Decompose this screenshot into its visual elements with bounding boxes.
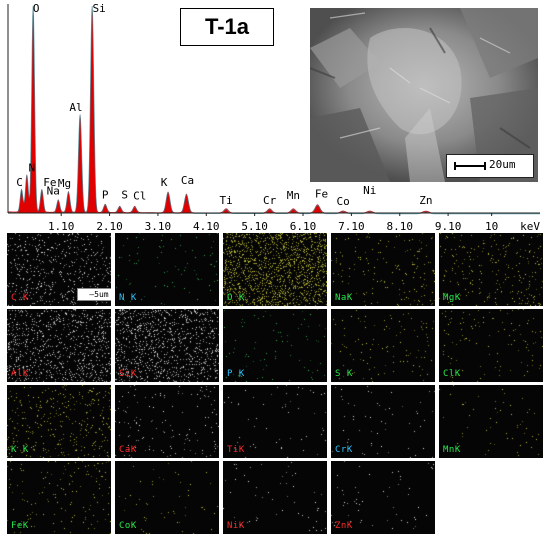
element-map-label: FeK xyxy=(11,521,29,531)
element-map-dots xyxy=(223,233,327,306)
peak-label: S xyxy=(121,189,128,202)
element-map-tile: CaK xyxy=(115,385,219,458)
element-map-tile: ClK xyxy=(439,309,543,382)
x-tick-label: 2.10 xyxy=(96,220,123,232)
peak-label: Si xyxy=(93,2,106,15)
element-map-label: NiK xyxy=(227,521,245,531)
x-tick-label: 4.10 xyxy=(193,220,220,232)
peak-label: Cl xyxy=(133,190,146,203)
element-map-dots xyxy=(115,233,219,306)
sem-scale-line xyxy=(454,162,486,170)
peak-label: Al xyxy=(69,101,82,114)
x-tick-label: 1.10 xyxy=(48,220,75,232)
element-map-tile: K K xyxy=(7,385,111,458)
element-map-label: NaK xyxy=(335,293,353,303)
sem-scale-label: 20um xyxy=(489,158,516,171)
element-map-label: K K xyxy=(11,445,29,455)
x-tick-label: 5.10 xyxy=(241,220,268,232)
x-tick-label: 6.10 xyxy=(290,220,317,232)
element-map-tile: MnK xyxy=(439,385,543,458)
map-scale-bar: —5um xyxy=(77,288,111,301)
eds-spectrum-chart: 1.10 2.10 3.10 4.10 5.10 6.10 7.10 8.10 9.10 10 ke… xyxy=(7,2,540,232)
elemental-map-grid: C K —5um N K O K NaK MgK AlK SiK P K S K ClK K K CaK… xyxy=(7,233,543,534)
element-map-label: ClK xyxy=(443,369,461,379)
x-tick-label: 7.10 xyxy=(338,220,365,232)
element-map-label: SiK xyxy=(119,369,137,379)
element-map-tile: TiK xyxy=(223,385,327,458)
element-map-dots xyxy=(7,309,111,382)
peak-label: Zn xyxy=(419,194,432,207)
x-axis-label: keV xyxy=(520,220,540,232)
sem-texture xyxy=(310,8,538,182)
element-map-dots xyxy=(223,385,327,458)
peak-label: C xyxy=(16,176,23,189)
element-map-tile: CoK xyxy=(115,461,219,534)
element-map-label: S K xyxy=(335,369,353,379)
element-map-label: O K xyxy=(227,293,245,303)
x-tick-label: 10 xyxy=(485,220,498,232)
element-map-dots xyxy=(115,461,219,534)
element-map-label: CoK xyxy=(119,521,137,531)
peak-label: K xyxy=(161,176,168,189)
x-tick-label: 9.10 xyxy=(435,220,462,232)
element-map-label: MgK xyxy=(443,293,461,303)
element-map-label: CrK xyxy=(335,445,353,455)
peak-label: Fe xyxy=(315,188,328,201)
element-map-label: C K xyxy=(11,293,29,303)
peak-label: N xyxy=(29,161,36,174)
element-map-tile: O K xyxy=(223,233,327,306)
element-map-dots xyxy=(223,461,327,534)
element-map-tile: P K xyxy=(223,309,327,382)
peak-label: Ti xyxy=(219,194,232,207)
peak-label: Ca xyxy=(181,174,194,187)
element-map-tile: SiK xyxy=(115,309,219,382)
element-map-dots xyxy=(331,233,435,306)
element-map-tile: CrK xyxy=(331,385,435,458)
element-map-tile: NaK xyxy=(331,233,435,306)
element-map-label: TiK xyxy=(227,445,245,455)
element-map-dots xyxy=(115,309,219,382)
x-tick-label: 8.10 xyxy=(386,220,413,232)
element-map-tile: S K xyxy=(331,309,435,382)
element-map-label: P K xyxy=(227,369,245,379)
element-map-dots xyxy=(331,385,435,458)
element-map-tile: C K —5um xyxy=(7,233,111,306)
sem-micrograph: 20um xyxy=(310,8,538,182)
element-map-dots xyxy=(115,385,219,458)
element-map-label: N K xyxy=(119,293,137,303)
element-map-dots xyxy=(439,309,543,382)
sample-title: T-1a xyxy=(180,8,274,46)
element-map-dots xyxy=(439,385,543,458)
element-map-dots xyxy=(331,309,435,382)
peak-label: P xyxy=(102,189,109,202)
peak-label: Mn xyxy=(287,189,300,202)
element-map-tile: MgK xyxy=(439,233,543,306)
element-map-tile: NiK xyxy=(223,461,327,534)
peak-label: Na xyxy=(47,184,60,197)
peak-label: Co xyxy=(337,195,350,208)
sem-scale-bar: 20um xyxy=(446,154,534,178)
element-map-label: CaK xyxy=(119,445,137,455)
element-map-label: ZnK xyxy=(335,521,353,531)
element-map-tile: FeK xyxy=(7,461,111,534)
element-map-label: AlK xyxy=(11,369,29,379)
peak-label: Mg xyxy=(58,177,71,190)
element-map-tile: AlK xyxy=(7,309,111,382)
element-map-dots xyxy=(331,461,435,534)
peak-label: O xyxy=(33,2,40,15)
element-map-dots xyxy=(7,385,111,458)
peak-label: Fe xyxy=(43,176,56,189)
element-map-dots xyxy=(223,309,327,382)
element-map-dots xyxy=(7,461,111,534)
peak-label: Ni xyxy=(363,184,376,197)
peak-label: Cr xyxy=(263,194,277,207)
x-tick-label: 3.10 xyxy=(145,220,172,232)
element-map-dots xyxy=(439,233,543,306)
element-map-tile: N K xyxy=(115,233,219,306)
element-map-label: MnK xyxy=(443,445,461,455)
element-map-tile: ZnK xyxy=(331,461,435,534)
